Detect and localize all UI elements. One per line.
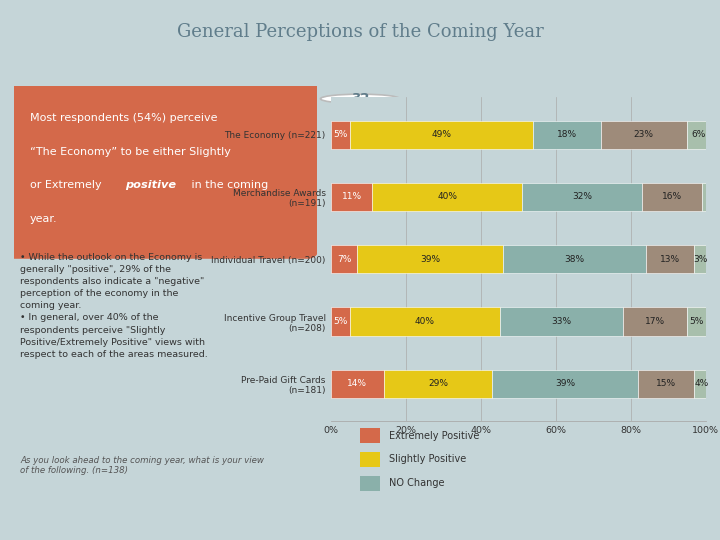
Text: 32%: 32%: [572, 192, 592, 201]
Text: 29%: 29%: [428, 379, 448, 388]
Bar: [687, 120, 709, 148]
Text: year.: year.: [30, 214, 57, 224]
Text: 23%: 23%: [634, 130, 654, 139]
Text: 33%: 33%: [552, 317, 572, 326]
Text: As you look ahead to the coming year, what is your view
of the following. (n=138: As you look ahead to the coming year, wh…: [20, 456, 264, 475]
Bar: [500, 307, 624, 335]
Bar: [624, 307, 687, 335]
Bar: [503, 245, 646, 273]
Text: 40%: 40%: [415, 317, 435, 326]
Text: 15%: 15%: [656, 379, 676, 388]
Bar: [350, 120, 534, 148]
Bar: [638, 370, 694, 398]
Bar: [360, 452, 380, 467]
Text: • While the outlook on the Economy is
generally "positive", 29% of the
responden: • While the outlook on the Economy is ge…: [20, 253, 208, 359]
Bar: [646, 245, 694, 273]
Text: 16%: 16%: [662, 192, 682, 201]
Text: 11%: 11%: [342, 192, 362, 201]
Text: 7%: 7%: [337, 255, 351, 264]
Text: 32: 32: [351, 92, 369, 105]
Text: in the coming: in the coming: [189, 180, 269, 191]
Text: 6%: 6%: [691, 130, 706, 139]
Bar: [331, 307, 350, 335]
Text: 38%: 38%: [564, 255, 585, 264]
FancyBboxPatch shape: [2, 78, 320, 259]
Bar: [331, 370, 384, 398]
Text: Extremely Positive: Extremely Positive: [389, 430, 480, 441]
Bar: [694, 370, 709, 398]
Text: Most respondents (54%) perceive: Most respondents (54%) perceive: [30, 113, 217, 123]
Bar: [331, 245, 357, 273]
Text: 39%: 39%: [555, 379, 575, 388]
Bar: [331, 120, 350, 148]
Bar: [600, 120, 687, 148]
Bar: [357, 245, 503, 273]
Text: 17%: 17%: [645, 317, 665, 326]
Text: 4%: 4%: [695, 379, 709, 388]
Bar: [492, 370, 638, 398]
Text: or Extremely: or Extremely: [30, 180, 104, 191]
Bar: [687, 307, 706, 335]
Bar: [360, 428, 380, 443]
Bar: [694, 245, 706, 273]
Text: 49%: 49%: [432, 130, 451, 139]
Bar: [522, 183, 642, 211]
Text: 14%: 14%: [348, 379, 367, 388]
Bar: [372, 183, 522, 211]
Bar: [702, 183, 706, 211]
Text: 18%: 18%: [557, 130, 577, 139]
Text: Slightly Positive: Slightly Positive: [389, 455, 466, 464]
Bar: [331, 183, 372, 211]
Bar: [384, 370, 492, 398]
Text: 39%: 39%: [420, 255, 441, 264]
Text: 5%: 5%: [333, 130, 348, 139]
Text: 40%: 40%: [437, 192, 457, 201]
Circle shape: [320, 94, 400, 103]
Bar: [350, 307, 500, 335]
Text: NO Change: NO Change: [389, 478, 444, 488]
Bar: [642, 183, 702, 211]
Text: “The Economy” to be either Slightly: “The Economy” to be either Slightly: [30, 147, 230, 157]
Text: 5%: 5%: [689, 317, 703, 326]
Text: 3%: 3%: [693, 255, 707, 264]
Text: 13%: 13%: [660, 255, 680, 264]
Bar: [360, 476, 380, 491]
Text: General Perceptions of the Coming Year: General Perceptions of the Coming Year: [176, 23, 544, 42]
Text: 5%: 5%: [333, 317, 348, 326]
Text: positive: positive: [125, 180, 176, 191]
Bar: [534, 120, 600, 148]
